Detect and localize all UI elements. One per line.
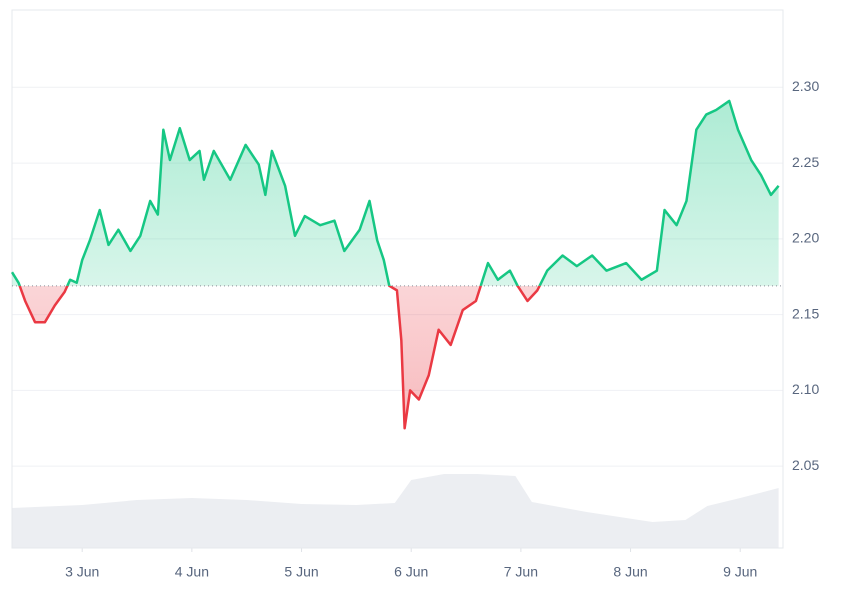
y-tick-label: 2.20 — [792, 230, 819, 246]
y-tick-label: 2.25 — [792, 154, 819, 170]
volume-area — [12, 474, 779, 548]
x-tick-label: 3 Jun — [65, 564, 99, 580]
price-line-up — [10, 99, 780, 286]
x-tick-label: 5 Jun — [284, 564, 318, 580]
x-tick-label: 4 Jun — [175, 564, 209, 580]
x-tick-label: 6 Jun — [394, 564, 428, 580]
x-tick-label: 7 Jun — [504, 564, 538, 580]
y-tick-label: 2.30 — [792, 78, 819, 94]
y-tick-label: 2.05 — [792, 457, 819, 473]
x-tick-label: 9 Jun — [723, 564, 757, 580]
x-tick-label: 8 Jun — [613, 564, 647, 580]
y-tick-label: 2.15 — [792, 305, 819, 321]
y-tick-label: 2.10 — [792, 381, 819, 397]
area-up — [12, 100, 779, 286]
